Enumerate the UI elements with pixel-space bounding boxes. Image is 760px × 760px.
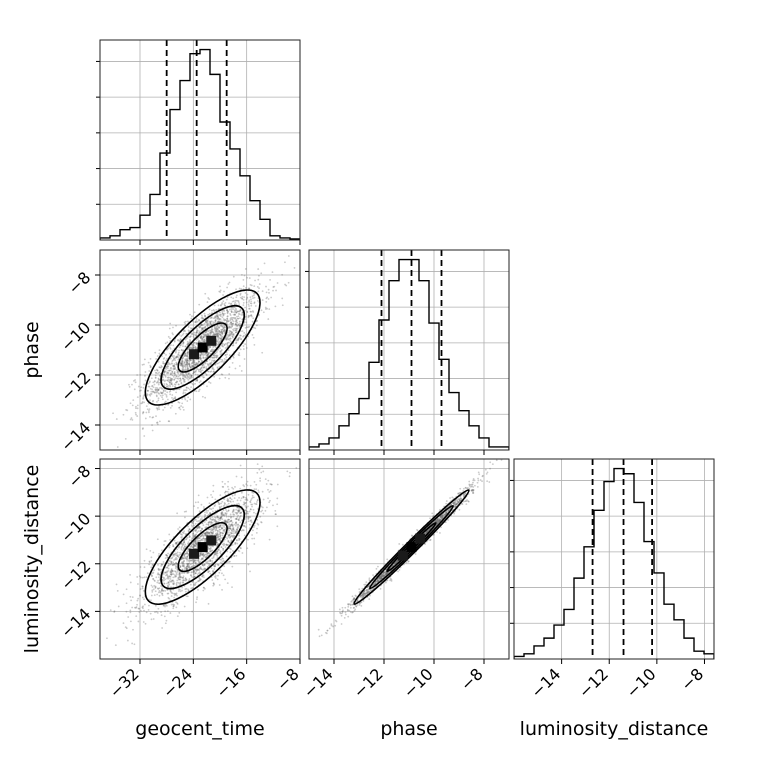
x-tick-label: −16 (212, 664, 249, 701)
histogram-geocent_time (100, 48, 300, 240)
panel-phase-vs-luminosity_distance: −14 −12 −10 −8 (300, 458, 510, 702)
x-tick-label: −12 (350, 664, 387, 701)
density-contour-2 (160, 305, 246, 390)
y-tick-label: −8 (64, 268, 94, 298)
x-axis-label-geocent_time: geocent_time (135, 718, 264, 740)
panel-phase (305, 249, 510, 455)
panel-geocent_time-vs-phase: −14 −12 −10 −8 (57, 249, 301, 455)
histogram-phase (309, 258, 509, 450)
panel-frame (99, 458, 301, 660)
panel-geocent_time (96, 39, 301, 245)
panel-frame (308, 458, 510, 660)
y-tick-label: −14 (57, 604, 94, 641)
x-tick-label: −32 (106, 664, 143, 701)
y-tick-label: −12 (57, 557, 94, 594)
y-tick-label: −8 (64, 461, 94, 491)
y-tick-label: −10 (57, 509, 94, 546)
x-tick-label: −10 (622, 664, 659, 701)
density-peak (189, 335, 217, 360)
density-peak (189, 535, 217, 559)
y-axis-label-phase: phase (21, 321, 43, 378)
x-tick-label: −14 (300, 664, 337, 701)
panel-geocent_time-vs-luminosity_distance: −14 −12 −10 −8 −32 −24 −16 −8 (57, 458, 303, 702)
y-tick-label: −14 (57, 418, 94, 455)
density-contour-2 (160, 504, 246, 590)
sample-points (100, 463, 298, 655)
x-axis-label-phase: phase (380, 718, 437, 740)
panel-frame (99, 39, 301, 241)
density-contour-1 (144, 489, 261, 606)
histogram-luminosity_distance (514, 467, 714, 659)
x-tick-label: −8 (457, 664, 487, 694)
panel-frame (513, 458, 715, 660)
panel-luminosity_distance: −14 −12 −10 −8 (510, 458, 715, 702)
density-contour-3 (177, 522, 228, 573)
density-contour-3 (177, 322, 228, 373)
y-tick-label: −12 (57, 368, 94, 405)
density-contour-1 (144, 289, 261, 406)
x-tick-label: −24 (159, 664, 196, 701)
x-tick-label: −8 (677, 664, 707, 694)
y-tick-label: −10 (57, 318, 94, 355)
x-tick-label: −10 (400, 664, 437, 701)
panel-frame (99, 249, 301, 451)
x-tick-label: −8 (273, 664, 303, 694)
density-peak (397, 533, 426, 561)
x-axis-label-luminosity_distance: luminosity_distance (520, 718, 709, 740)
x-tick-label: −14 (527, 664, 564, 701)
x-tick-label: −12 (575, 664, 612, 701)
panel-frame (308, 249, 510, 451)
y-axis-label-luminosity_distance: luminosity_distance (21, 465, 43, 654)
